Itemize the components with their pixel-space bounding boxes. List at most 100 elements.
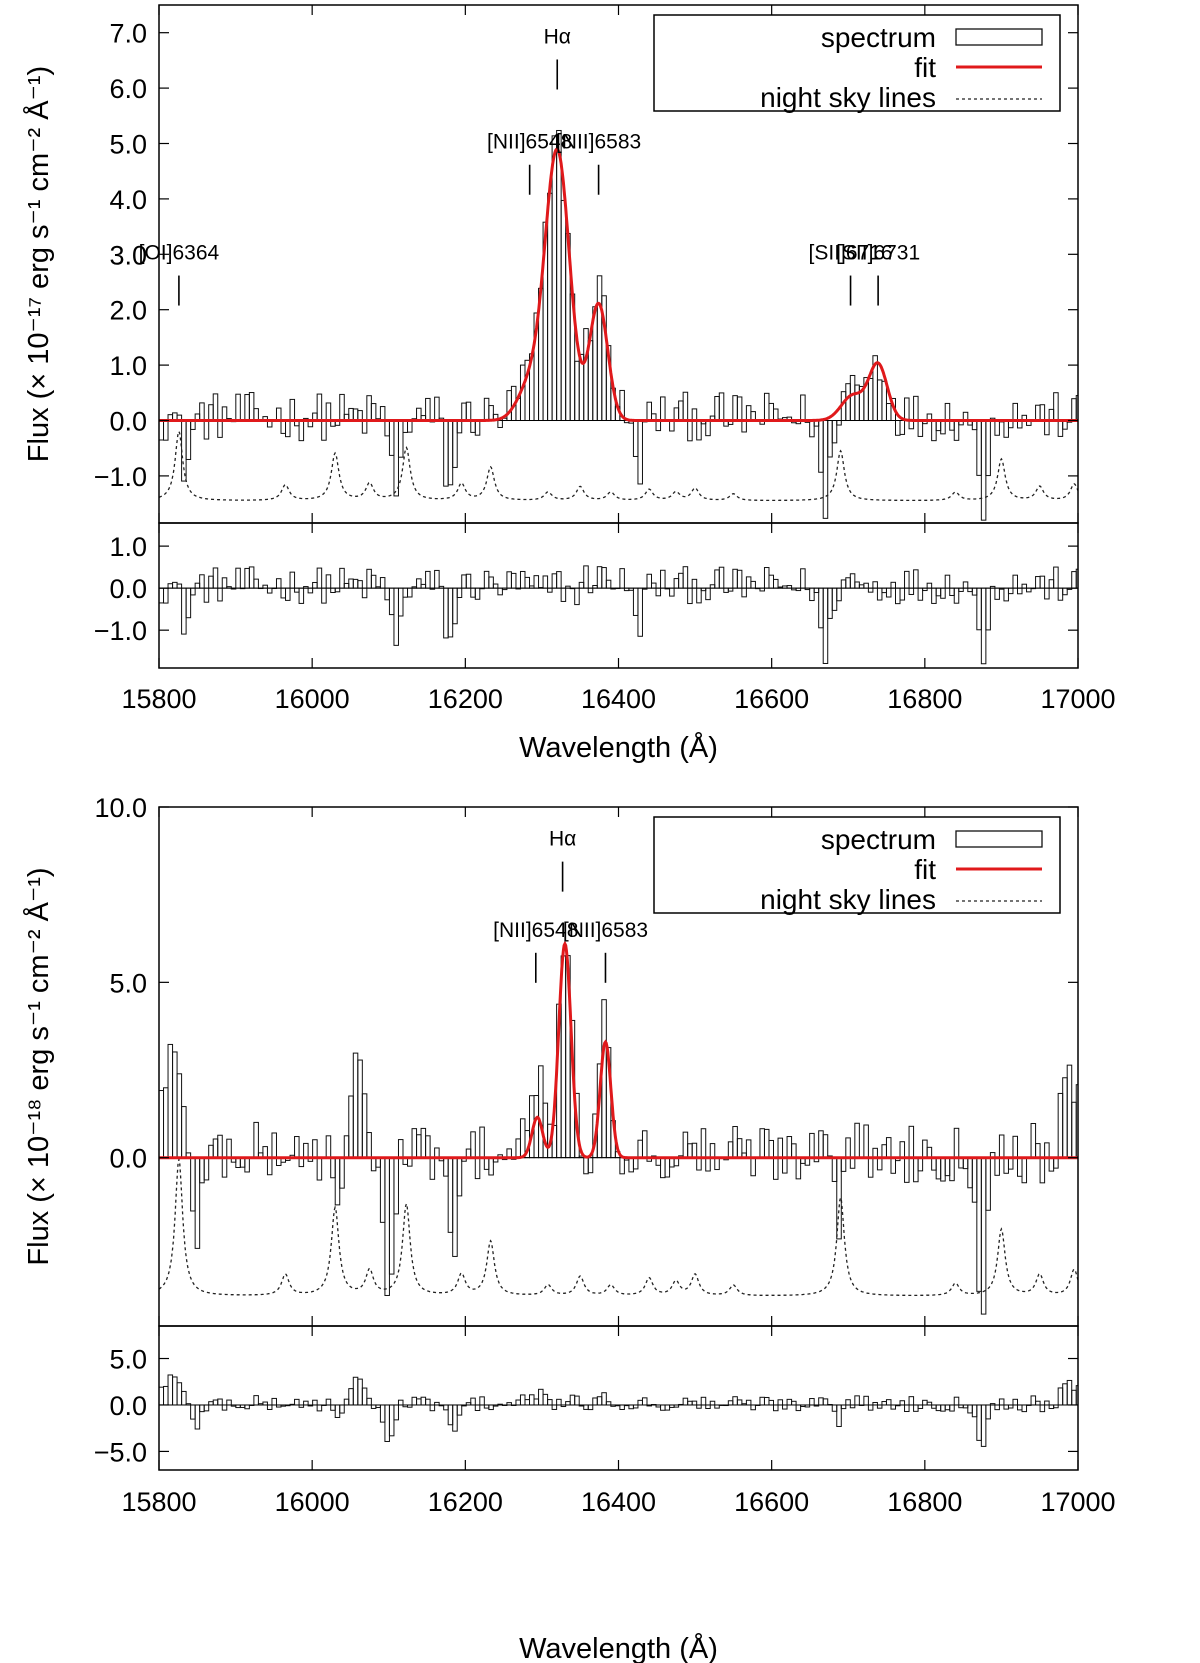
residual-bar — [632, 587, 639, 616]
spectrum-bar — [411, 1128, 418, 1159]
residual-bar — [185, 587, 192, 619]
legend-label: spectrum — [821, 824, 936, 855]
residual-bar — [904, 570, 910, 589]
residual-bar — [818, 587, 824, 629]
spectrum-bar — [1057, 1092, 1064, 1159]
residual-bar — [773, 1404, 779, 1412]
residual-bar — [587, 587, 594, 594]
spectrum-bar — [736, 396, 743, 422]
spectrum-bar — [221, 406, 228, 422]
spectrum-bar — [958, 1157, 964, 1169]
spectrum-bar — [1003, 420, 1009, 438]
spectrum-bar — [556, 129, 562, 422]
spectrum-bar — [248, 392, 255, 422]
fit-curve-bottom — [159, 940, 1078, 1160]
spectrum-bar — [172, 1051, 178, 1159]
residual-bar — [732, 568, 738, 589]
line-marker-label: Hα — [544, 25, 571, 48]
residual-bar — [926, 582, 933, 589]
residual-bar — [420, 1396, 427, 1406]
spectrum-bar — [163, 420, 169, 441]
residual-bar — [1048, 579, 1055, 589]
spectrum-bar — [199, 402, 205, 422]
residual-bar — [1035, 576, 1041, 589]
residual-bar — [172, 581, 178, 589]
spectrum-bar — [795, 1157, 802, 1180]
legend-swatch-spectrum — [955, 830, 1043, 848]
spectrum-bar — [854, 384, 860, 422]
spectrum-bar — [339, 393, 345, 422]
spectrum-bar — [953, 1127, 960, 1159]
residual-bar — [700, 1396, 707, 1406]
residual-bar — [782, 1404, 788, 1410]
residual-bar — [551, 573, 558, 589]
residual-bar — [1016, 587, 1023, 595]
x-tick-label: 15800 — [121, 684, 196, 714]
residual-bar — [831, 1404, 838, 1412]
residual-bar — [818, 1397, 824, 1406]
residual-bar — [519, 1394, 526, 1406]
spectrum-bar — [393, 420, 399, 497]
residual-bar — [217, 587, 223, 602]
residual-bar — [768, 574, 775, 589]
spectrum-bar — [397, 1139, 404, 1159]
spectrum-bar — [881, 380, 887, 422]
spectrum-bar — [899, 1141, 906, 1159]
spectrum-bar — [773, 1157, 779, 1180]
residual-bar — [845, 577, 851, 589]
spectrum-bar — [601, 999, 607, 1159]
spectrum-bar — [447, 1157, 454, 1233]
residual-bar — [971, 1404, 978, 1418]
residual-bar — [492, 583, 499, 589]
residual-bar — [163, 587, 169, 604]
residual-bar — [750, 580, 756, 589]
residual-bar — [967, 587, 973, 593]
spectrum-bar — [628, 1157, 634, 1173]
residual-bar — [895, 587, 901, 605]
spectrum-bar — [583, 1157, 589, 1175]
spectrum-bar — [1003, 1157, 1009, 1174]
residual-bar — [370, 1404, 377, 1409]
residual-bar — [791, 1400, 797, 1406]
residual-bar — [949, 1404, 955, 1412]
residual-bar — [176, 1382, 183, 1406]
residual-bar — [637, 587, 643, 637]
spectrum-bar — [822, 1134, 829, 1159]
residual-bar — [280, 587, 287, 599]
residual-bar — [845, 1399, 851, 1406]
spectrum-bar — [325, 1135, 332, 1159]
residual-bar — [953, 1396, 960, 1406]
x-axis-label-top: Wavelength (Å) — [519, 731, 718, 764]
spectrum-bar — [791, 1143, 797, 1159]
residual-bar — [212, 1399, 219, 1406]
residual-bar — [687, 587, 693, 605]
spectrum-bar — [655, 420, 662, 432]
residual-bar — [556, 571, 562, 589]
residual-bar — [447, 587, 454, 638]
residual-bar — [1062, 587, 1068, 596]
residual-bar — [343, 582, 350, 589]
residual-bar — [836, 1404, 842, 1427]
residual-bar — [393, 1404, 399, 1421]
spectrum-bar — [1066, 1064, 1073, 1159]
residual-bar — [913, 569, 919, 589]
spectrum-bar — [840, 1157, 847, 1172]
spectrum-bar — [235, 393, 241, 422]
line-marker-label: Hα — [549, 828, 576, 851]
residual-bar — [745, 576, 752, 589]
residual-bar — [637, 1399, 643, 1406]
residual-bar — [985, 587, 991, 631]
panel-top: −1.00.01.02.03.04.05.06.07.0 [OI]6364Hα[… — [22, 4, 1116, 764]
residual-bar — [285, 587, 291, 601]
residual-bar — [420, 583, 427, 589]
residual-bar — [885, 587, 892, 598]
residual-bar — [452, 1404, 458, 1432]
residual-bar — [1057, 1387, 1064, 1406]
residual-bar — [1016, 1404, 1023, 1411]
residual-bar — [456, 1404, 463, 1416]
residual-bar — [370, 574, 377, 589]
spectrum-bar — [669, 420, 675, 432]
residual-bar — [461, 574, 467, 589]
spectrum-bar — [759, 1128, 765, 1159]
